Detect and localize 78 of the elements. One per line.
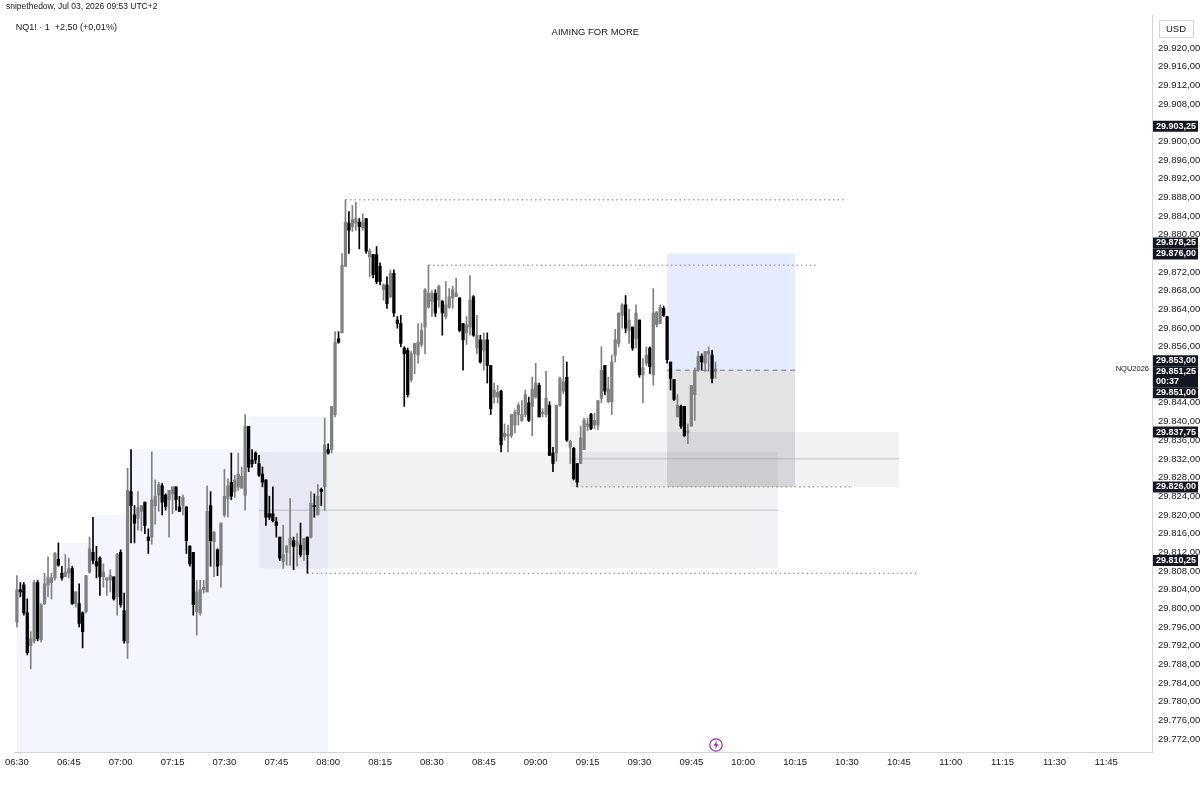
y-tick-label: 29.860,00 bbox=[1158, 321, 1200, 333]
y-tick-label: 29.856,00 bbox=[1158, 340, 1200, 352]
text: 29.853,00 bbox=[1156, 355, 1197, 366]
y-axis-title: USD bbox=[1165, 22, 1187, 34]
x-tick-label: 08:15 bbox=[368, 756, 392, 768]
y-tick-label: 29.812,00 bbox=[1158, 545, 1200, 557]
text: 29.876,00 bbox=[1156, 248, 1197, 259]
y-tick-label: 29.844,00 bbox=[1158, 396, 1200, 408]
y-tick-label: 29.784,00 bbox=[1158, 676, 1200, 688]
y-tick-label: 29.868,00 bbox=[1158, 284, 1200, 296]
y-tick-label: 29.916,00 bbox=[1158, 60, 1200, 72]
y-tick-label: 29.800,00 bbox=[1158, 601, 1200, 613]
y-tick-label: 29.832,00 bbox=[1158, 452, 1200, 464]
y-tick-label: 29.788,00 bbox=[1158, 657, 1200, 669]
y-tick-label: 29.796,00 bbox=[1158, 620, 1200, 632]
candlestick bbox=[641, 358, 645, 404]
candlestick bbox=[319, 487, 323, 506]
text: 29.826,00 bbox=[1156, 481, 1197, 492]
text: AIMING FOR MORE bbox=[551, 25, 640, 37]
y-tick-label: 29.776,00 bbox=[1158, 713, 1200, 725]
y-tick-label: 29.884,00 bbox=[1158, 209, 1200, 221]
candlestick bbox=[312, 493, 316, 518]
text: 29.810,25 bbox=[1156, 554, 1197, 565]
x-tick-label: 10:15 bbox=[783, 756, 807, 768]
candlestick bbox=[354, 201, 358, 231]
x-tick-label: 08:00 bbox=[316, 756, 341, 768]
y-tick-label: 29.828,00 bbox=[1158, 471, 1200, 483]
y-tick-label: 29.808,00 bbox=[1158, 564, 1200, 576]
y-tick-label: 29.912,00 bbox=[1158, 79, 1200, 91]
text: snipethedow, Jul 03, 2026 09:53 UTC+2 bbox=[6, 1, 158, 12]
candlestick bbox=[281, 525, 285, 569]
y-tick-label: 29.908,00 bbox=[1158, 97, 1200, 109]
x-tick-label: 06:45 bbox=[56, 756, 81, 768]
x-tick-label: 07:45 bbox=[264, 756, 289, 768]
candlestick bbox=[347, 211, 351, 254]
candlestick bbox=[129, 449, 133, 544]
y-tick-label: 29.864,00 bbox=[1158, 303, 1200, 315]
candlestick bbox=[288, 498, 292, 566]
y-tick-label: 29.880,00 bbox=[1158, 228, 1200, 240]
text: NQ1! · 1 +2,50 (+0,01%) bbox=[15, 22, 117, 33]
x-tick-label: 11:45 bbox=[1094, 756, 1118, 768]
x-tick-label: 11:30 bbox=[1042, 756, 1067, 768]
candlestick bbox=[295, 533, 299, 567]
y-tick-label: 29.816,00 bbox=[1158, 527, 1200, 539]
x-tick-label: 11:00 bbox=[939, 756, 963, 768]
candlestick bbox=[167, 490, 171, 538]
y-tick-label: 29.804,00 bbox=[1158, 583, 1200, 595]
x-tick-label: 07:30 bbox=[212, 756, 237, 768]
x-tick-label: 07:00 bbox=[108, 756, 133, 768]
text: 29.851,25 00:37 bbox=[1156, 366, 1197, 387]
candlestick bbox=[212, 530, 216, 578]
x-tick-label: 09:00 bbox=[523, 756, 548, 768]
y-tick-label: 29.888,00 bbox=[1158, 191, 1200, 203]
x-tick-label: 08:30 bbox=[420, 756, 444, 768]
x-tick-label: 10:30 bbox=[835, 756, 859, 768]
x-tick-label: 09:45 bbox=[679, 756, 704, 768]
text: 29.903,25 bbox=[1156, 120, 1197, 131]
x-tick-label: 06:30 bbox=[5, 756, 29, 768]
y-tick-label: 29.780,00 bbox=[1158, 695, 1200, 707]
x-tick-label: 10:45 bbox=[886, 756, 911, 768]
y-tick-label: 29.840,00 bbox=[1158, 415, 1200, 427]
x-tick-label: 09:15 bbox=[575, 756, 600, 768]
x-tick-label: 11:15 bbox=[991, 756, 1015, 768]
y-tick-label: 29.896,00 bbox=[1158, 153, 1200, 165]
y-tick-label: 29.872,00 bbox=[1158, 265, 1200, 277]
y-tick-label: 29.920,00 bbox=[1158, 41, 1200, 53]
y-tick-label: 29.772,00 bbox=[1158, 732, 1200, 744]
y-tick-label: 29.820,00 bbox=[1158, 508, 1200, 520]
x-tick-label: 09:30 bbox=[627, 756, 652, 768]
x-tick-label: 10:00 bbox=[731, 756, 756, 768]
text: 29.837,75 bbox=[1156, 426, 1197, 437]
y-tick-label: 29.792,00 bbox=[1158, 639, 1200, 651]
x-tick-label: 07:15 bbox=[160, 756, 185, 768]
x-tick-label: 08:45 bbox=[471, 756, 496, 768]
text: 29.851,00 bbox=[1156, 387, 1197, 398]
y-tick-label: 29.892,00 bbox=[1158, 172, 1200, 184]
y-tick-label: 29.900,00 bbox=[1158, 135, 1200, 147]
text: 29.878,25 bbox=[1156, 237, 1197, 248]
